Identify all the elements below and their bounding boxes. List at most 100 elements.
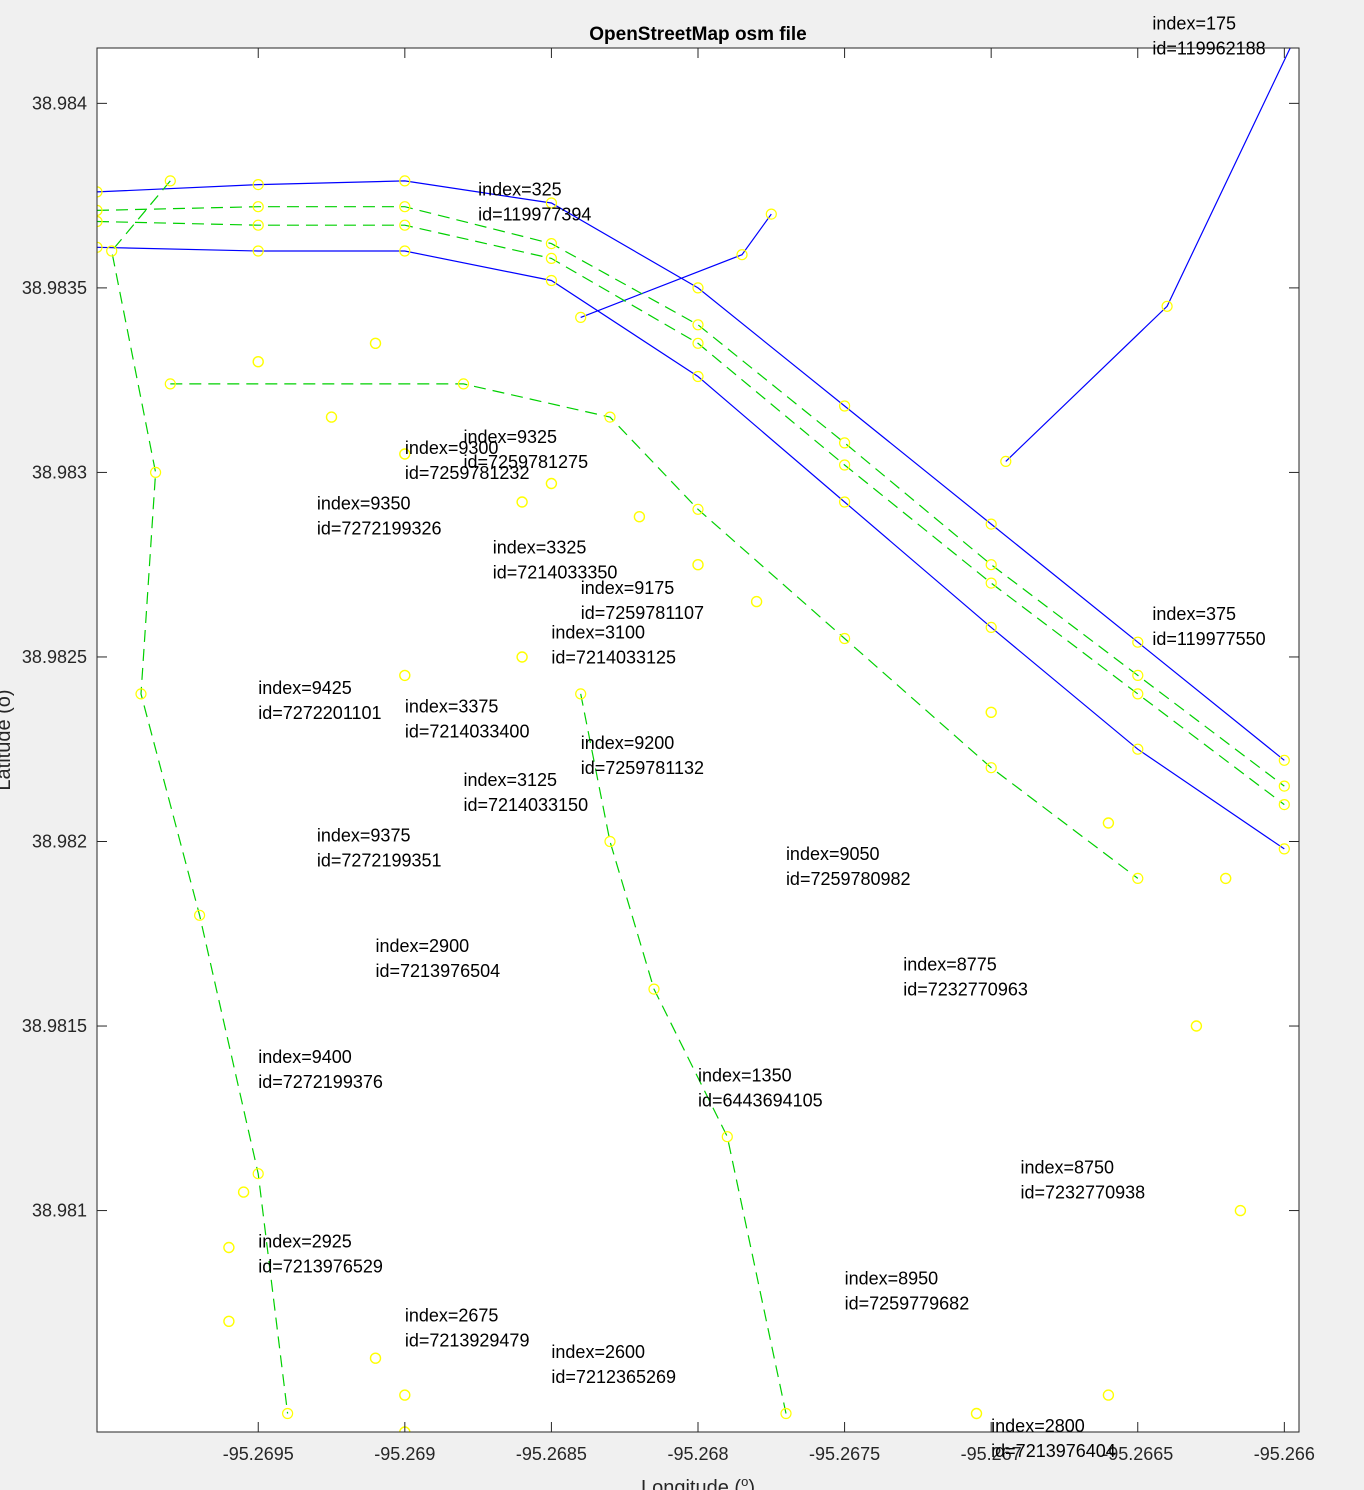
- series-point: [985, 559, 997, 571]
- annotation-index: index=9200: [581, 733, 675, 753]
- x-tick-label: -95.2695: [223, 1444, 294, 1464]
- x-tick-label: -95.2675: [809, 1444, 880, 1464]
- series-point: [399, 245, 411, 257]
- annotation-label: index=9400 id=7272199376: [258, 1047, 383, 1092]
- series-point: [252, 245, 264, 257]
- plot-area: [97, 48, 1299, 1432]
- node-marker: [325, 411, 338, 423]
- series-point: [780, 1407, 792, 1420]
- annotation-index: index=2800: [991, 1416, 1085, 1436]
- node-marker: [516, 651, 528, 663]
- series-point: [736, 249, 748, 261]
- series-path-ns-1: [111, 180, 289, 1414]
- node-marker: [399, 669, 411, 682]
- series-point: [765, 208, 777, 220]
- series-point: [721, 1131, 733, 1143]
- node-marker: [1102, 1389, 1115, 1401]
- series-point: [1132, 669, 1144, 682]
- annotation-label: index=9350 id=7272199326: [317, 493, 442, 538]
- node-marker: [545, 477, 558, 490]
- series-point: [985, 762, 997, 774]
- series-point: [692, 503, 704, 515]
- annotation-id: id=7272199376: [258, 1072, 383, 1092]
- series-road-south: [97, 246, 1285, 850]
- annotation-index: index=9300: [405, 438, 499, 458]
- annotation-index: index=9375: [317, 825, 411, 845]
- annotation-id: id=119962188: [1152, 39, 1265, 59]
- series-point: [985, 621, 997, 634]
- annotation-label: index=2900 id=7213976504: [376, 936, 501, 981]
- node-marker: [1234, 1204, 1247, 1217]
- annotation-id: id=7213976404: [991, 1441, 1116, 1461]
- annotation-id: id=7259781232: [405, 463, 530, 483]
- x-tick-label: -95.267: [961, 1444, 1022, 1464]
- node-marker: [633, 511, 646, 523]
- series-point: [604, 835, 616, 848]
- annotation-label: index=9050 id=7259780982: [786, 844, 911, 889]
- node-marker: [399, 1389, 411, 1401]
- series-road-spur: [580, 213, 772, 318]
- annotation-index: index=2925: [258, 1231, 352, 1251]
- series-point: [545, 252, 558, 264]
- series-point: [106, 245, 118, 257]
- series-road-diagonal: [1005, 48, 1291, 462]
- annotation-index: index=3375: [405, 696, 499, 716]
- annotation-id: id=7214033350: [493, 563, 618, 583]
- node-marker: [1190, 1020, 1203, 1032]
- series-point: [194, 909, 206, 921]
- axis-layer: -95.2695 -95.269 -95.2685 -95.268 -95.2675 -9…: [22, 48, 1315, 1464]
- annotation-id: id=7259781107: [581, 603, 704, 623]
- annotation-index: index=9350: [317, 493, 411, 513]
- series-point: [252, 219, 264, 231]
- annotation-id: id=7272199351: [317, 850, 442, 870]
- y-tick-label: 38.981: [32, 1201, 87, 1221]
- annotation-index: index=2900: [376, 936, 470, 956]
- series-point: [1161, 300, 1173, 312]
- x-axis-label: Longitude (o): [641, 1474, 755, 1490]
- node-marker: [369, 1352, 382, 1364]
- annotation-id: id=7259779682: [845, 1293, 970, 1313]
- series-point: [1132, 743, 1144, 755]
- node-marker: [692, 559, 704, 571]
- annotation-label: index=8950 id=7259779682: [845, 1268, 970, 1313]
- x-tick-label: -95.268: [667, 1444, 728, 1464]
- x-tick-label: -95.269: [374, 1444, 435, 1464]
- series-road-north: [97, 180, 1285, 761]
- series-point: [838, 632, 851, 645]
- annotation-label: index=8775 id=7232770963: [903, 955, 1028, 1000]
- node-marker: [750, 595, 763, 608]
- series-point: [252, 201, 264, 213]
- series-point: [399, 201, 411, 213]
- annotation-label: index=325 id=119977394: [478, 180, 591, 225]
- series-point: [692, 337, 704, 349]
- series-point: [1132, 688, 1144, 700]
- series-point: [838, 400, 851, 412]
- annotation-id: id=7259781275: [463, 452, 588, 472]
- series-point: [282, 1407, 294, 1420]
- y-axis-label: Latitude (o): [0, 689, 15, 790]
- annotation-index: index=9425: [258, 678, 352, 698]
- series-point: [252, 1168, 264, 1180]
- node-marker: [985, 706, 997, 718]
- y-tick-label: 38.982: [32, 831, 87, 851]
- annotation-id: id=7214033125: [551, 648, 676, 668]
- annotation-label: index=375 id=119977550: [1152, 604, 1265, 649]
- series-point: [575, 311, 587, 323]
- series-point: [164, 378, 176, 390]
- node-marker: [223, 1241, 235, 1254]
- annotation-index: index=3100: [551, 623, 645, 643]
- annotation-index: index=2675: [405, 1305, 499, 1325]
- series-point: [985, 518, 997, 530]
- node-marker: [970, 1407, 983, 1420]
- series-path-center: [580, 693, 787, 1414]
- series-point: [692, 282, 704, 294]
- annotation-label: index=8750 id=7232770938: [1020, 1158, 1145, 1203]
- series-path-diagonal: [170, 383, 1139, 879]
- node-marker: [223, 1315, 235, 1328]
- annotation-label: index=9200 id=7259781132: [581, 733, 704, 778]
- x-tick-label: -95.2685: [516, 1444, 587, 1464]
- annotation-id: id=6443694105: [698, 1090, 823, 1110]
- annotation-index: index=325: [478, 180, 562, 200]
- annotation-index: index=8950: [845, 1268, 939, 1288]
- y-tick-label: 38.983: [32, 462, 87, 482]
